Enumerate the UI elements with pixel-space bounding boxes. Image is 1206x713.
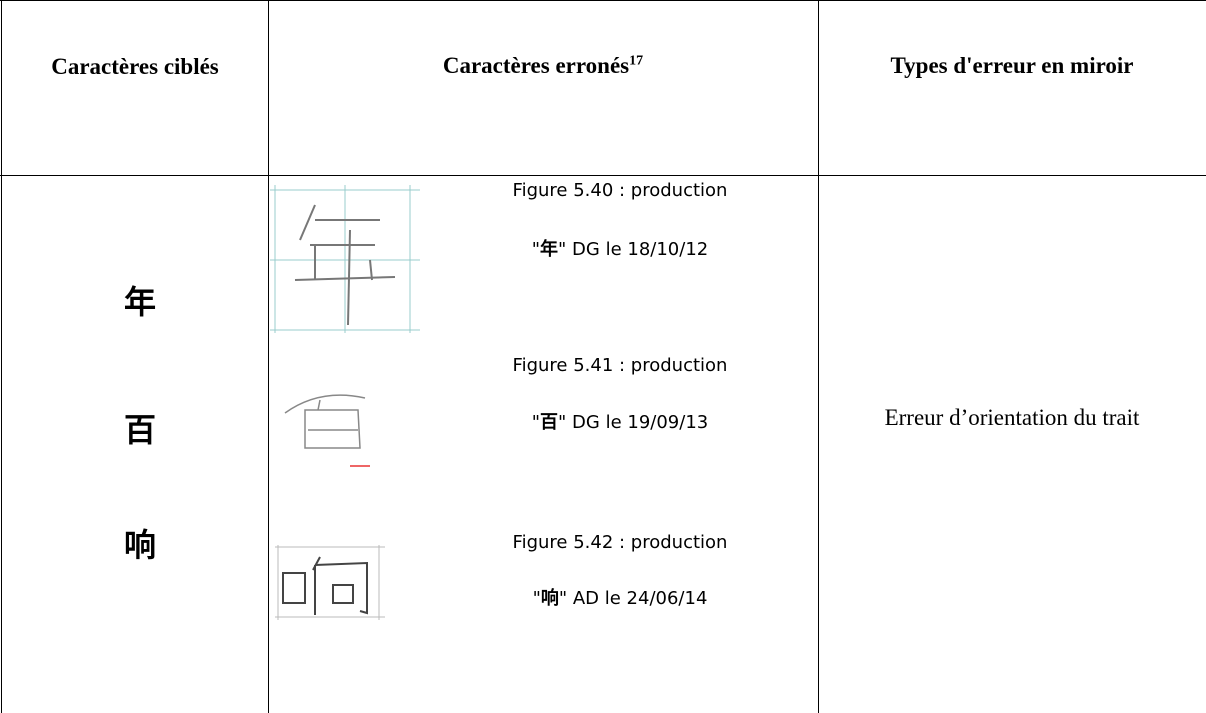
text: " bbox=[531, 412, 541, 433]
figure-info: "年" DG le 18/10/12 bbox=[440, 235, 800, 261]
target-char: 响 bbox=[123, 526, 156, 564]
text: " AD le 24/06/14 bbox=[558, 588, 708, 609]
header-cell: Caractères erronés17 bbox=[268, 34, 818, 77]
char: 年 bbox=[540, 239, 559, 260]
figure-caption: Figure 5.42 : production bbox=[512, 532, 728, 553]
border bbox=[268, 0, 269, 713]
handwriting-image bbox=[284, 394, 370, 467]
error-type: Erreur d’orientation du trait bbox=[884, 405, 1140, 430]
footnote-ref: 17 bbox=[629, 53, 644, 69]
target-char: 百 bbox=[123, 411, 156, 449]
handwriting-image bbox=[275, 545, 385, 620]
figure-info: "响" AD le 24/06/14 bbox=[440, 584, 800, 610]
target-char: 年 bbox=[123, 283, 156, 321]
border bbox=[0, 0, 1206, 1]
text: " bbox=[532, 588, 541, 609]
text: " bbox=[531, 239, 541, 260]
border bbox=[1, 0, 2, 713]
header-cell: Types d'erreur en miroir bbox=[890, 53, 1134, 78]
figure-info: "百" DG le 19/09/13 bbox=[440, 408, 800, 434]
char: 百 bbox=[540, 412, 559, 433]
figure-caption: Figure 5.40 : production bbox=[512, 180, 728, 201]
border bbox=[0, 175, 1206, 176]
handwriting-image bbox=[270, 185, 420, 333]
text: " DG le 18/10/12 bbox=[558, 239, 709, 260]
header-text: Caractères erronés bbox=[442, 53, 630, 78]
figure-caption: Figure 5.41 : production bbox=[512, 355, 728, 376]
char: 响 bbox=[540, 588, 559, 609]
border bbox=[818, 0, 819, 713]
text: " DG le 19/09/13 bbox=[558, 412, 709, 433]
header-cell: Caractères ciblés bbox=[51, 54, 219, 79]
